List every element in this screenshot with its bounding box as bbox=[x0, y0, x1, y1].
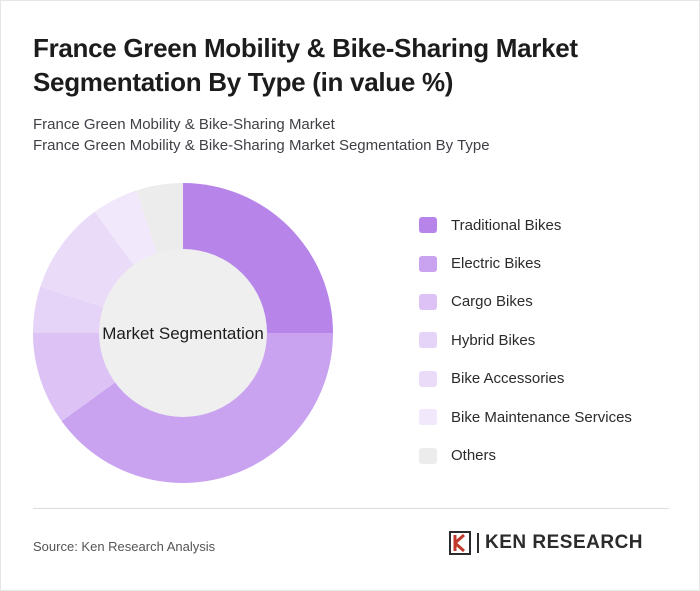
chart-legend: Traditional Bikes Electric Bikes Cargo Bik… bbox=[419, 206, 632, 475]
legend-swatch bbox=[419, 293, 437, 310]
subtitle-line-2: France Green Mobility & Bike-Sharing Mar… bbox=[33, 137, 490, 154]
legend-swatch bbox=[419, 447, 437, 464]
logo-text: KEN RESEARCH bbox=[485, 532, 644, 553]
legend-swatch bbox=[419, 217, 437, 234]
donut-chart: Market Segmentation bbox=[33, 183, 333, 483]
legend-item-traditional-bikes[interactable]: Traditional Bikes bbox=[419, 206, 632, 244]
center-label: Market Segmentation bbox=[102, 324, 264, 343]
chart-title: France Green Mobility & Bike-Sharing Mar… bbox=[33, 33, 578, 97]
logo-separator bbox=[477, 533, 479, 553]
legend-item-hybrid-bikes[interactable]: Hybrid Bikes bbox=[419, 321, 632, 359]
ken-logo-icon bbox=[449, 531, 471, 555]
chart-subtitle: France Green Mobility & Bike-Sharing Mar… bbox=[33, 114, 490, 156]
legend-swatch bbox=[419, 409, 437, 426]
footer-divider bbox=[33, 508, 669, 509]
legend-label: Others bbox=[451, 447, 497, 465]
legend-label: Hybrid Bikes bbox=[451, 331, 536, 349]
donut-center bbox=[99, 249, 267, 417]
legend-item-others[interactable]: Others bbox=[419, 436, 632, 474]
legend-label: Electric Bikes bbox=[451, 255, 542, 273]
legend-swatch bbox=[419, 370, 437, 387]
legend-item-electric-bikes[interactable]: Electric Bikes bbox=[419, 244, 632, 282]
legend-item-bike-maintenance-services[interactable]: Bike Maintenance Services bbox=[419, 398, 632, 436]
legend-item-cargo-bikes[interactable]: Cargo Bikes bbox=[419, 283, 632, 321]
legend-label: Bike Accessories bbox=[451, 370, 565, 388]
legend-item-bike-accessories[interactable]: Bike Accessories bbox=[419, 360, 632, 398]
legend-label: Cargo Bikes bbox=[451, 293, 533, 311]
subtitle-line-1: France Green Mobility & Bike-Sharing Mar… bbox=[33, 116, 335, 133]
legend-swatch bbox=[419, 255, 437, 272]
legend-label: Traditional Bikes bbox=[451, 216, 562, 234]
legend-label: Bike Maintenance Services bbox=[451, 408, 632, 426]
ken-research-logo: KEN RESEARCH bbox=[449, 531, 643, 555]
source-note: Source: Ken Research Analysis bbox=[33, 539, 216, 554]
legend-swatch bbox=[419, 332, 437, 349]
